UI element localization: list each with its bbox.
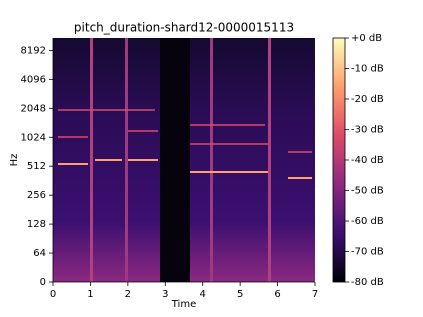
y-tick-label: 4096: [21, 74, 46, 85]
y-tick-label: 256: [27, 190, 46, 201]
x-tick-label: 5: [237, 289, 243, 300]
y-tick-label: 512: [27, 161, 46, 172]
y-tick-label: 2048: [21, 103, 46, 114]
x-tick-label: 1: [87, 289, 93, 300]
x-tick-label: 0: [50, 289, 56, 300]
colorbar-tick-label: -10 dB: [351, 64, 384, 75]
x-tick-label: 3: [162, 289, 168, 300]
colorbar-tick-label: -80 dB: [351, 277, 384, 288]
spectrogram-image: [53, 38, 315, 282]
y-axis-label: Hz: [9, 154, 20, 167]
x-axis-label: Time: [171, 299, 196, 310]
x-tick-label: 6: [274, 289, 280, 300]
y-tick-label: 64: [33, 248, 46, 259]
colorbar-tick-label: +0 dB: [351, 33, 382, 44]
y-tick-label: 1024: [21, 132, 46, 143]
colorbar-tick-label: -40 dB: [351, 155, 384, 166]
colorbar: [332, 37, 346, 283]
colorbar-tick-label: -50 dB: [351, 186, 384, 197]
colorbar-tick-label: -70 dB: [351, 247, 384, 258]
colorbar-tick-label: -20 dB: [351, 94, 384, 105]
x-tick-label: 4: [200, 289, 206, 300]
colorbar-tick-label: -60 dB: [351, 216, 384, 227]
y-tick-label: 0: [40, 277, 46, 288]
x-tick-label: 7: [312, 289, 318, 300]
x-tick-label: 2: [125, 289, 131, 300]
y-tick-label: 128: [27, 219, 46, 230]
colorbar-tick-label: -30 dB: [351, 125, 384, 136]
y-tick-label: 8192: [21, 45, 46, 56]
chart-title: pitch_duration-shard12-0000015113: [74, 21, 294, 35]
